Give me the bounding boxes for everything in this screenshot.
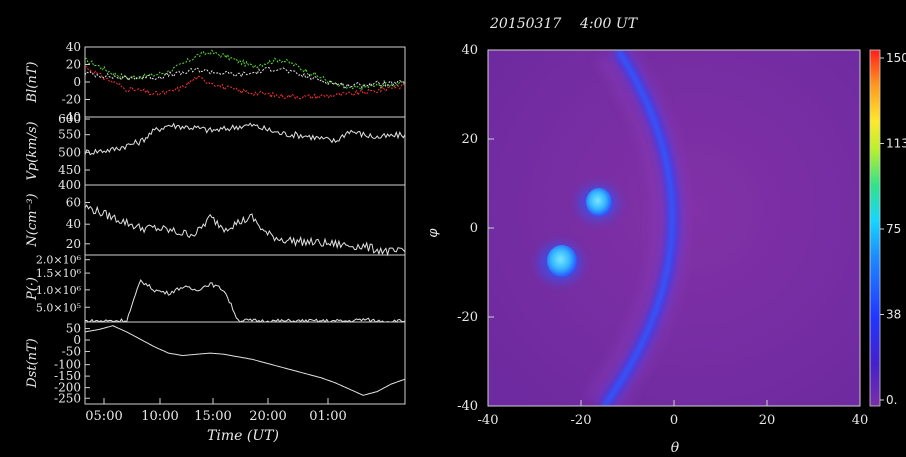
y-tick-label: -40 bbox=[62, 110, 81, 124]
series-line bbox=[84, 122, 406, 156]
map-x-tick-label: 40 bbox=[852, 413, 869, 428]
y-tick-label: 2.0×10⁶ bbox=[36, 254, 82, 267]
y-tick-label: 20 bbox=[66, 237, 81, 251]
panel-frame bbox=[84, 116, 406, 186]
y-tick-label: 1.5×10⁶ bbox=[36, 267, 82, 280]
map-x-tick-label: 20 bbox=[759, 413, 776, 428]
colorbar-tick-label: 113 bbox=[886, 137, 906, 151]
y-tick-label: -150 bbox=[54, 369, 81, 383]
map-ylabel: φ bbox=[426, 228, 441, 238]
y-tick-label: -200 bbox=[54, 381, 81, 395]
colorbar-ticks: 150 113 75 38 0. bbox=[880, 51, 906, 407]
y-tick-label: 450 bbox=[58, 163, 81, 177]
x-tick-label: 01:00 bbox=[309, 409, 346, 424]
map-plot: -40 -20 0 20 40 40 20 0 -20 -40 θ φ bbox=[426, 43, 868, 456]
map-x-tick-label: -20 bbox=[571, 413, 592, 428]
y-tick-label: 550 bbox=[58, 128, 81, 142]
y-tick-label: -20 bbox=[62, 93, 81, 107]
y-tick-label: 20 bbox=[66, 58, 81, 72]
panel-frame bbox=[84, 254, 406, 323]
y-tick-label: 40 bbox=[66, 217, 81, 231]
y-tick-label: 0 bbox=[73, 333, 81, 347]
map-xlabel: θ bbox=[671, 440, 680, 456]
date-label: 20150317 bbox=[489, 16, 561, 32]
map-x-tick-label: 0 bbox=[670, 413, 678, 428]
x-tick-label: 10:00 bbox=[141, 409, 178, 424]
colorbar-tick-label: 75 bbox=[886, 222, 901, 236]
y-tick-label: 40 bbox=[66, 40, 81, 54]
panel-ylabel: Dst(nT) bbox=[25, 338, 40, 389]
map-y-tick-label: 40 bbox=[461, 43, 478, 58]
map-ticks: -40 -20 0 20 40 40 20 0 -20 -40 bbox=[457, 43, 868, 428]
series-line bbox=[84, 278, 406, 323]
map-y-tick-label: -20 bbox=[457, 310, 478, 325]
y-tick-label: 400 bbox=[58, 178, 81, 192]
map-blob-lower bbox=[547, 245, 577, 277]
series-line bbox=[84, 325, 406, 396]
y-tick-label: 500 bbox=[58, 145, 81, 159]
colorbar-tick-label: 38 bbox=[886, 308, 901, 322]
time-label: 4:00 UT bbox=[579, 16, 639, 32]
y-tick-label: 5.0×10⁵ bbox=[36, 301, 81, 314]
map-blob-upper bbox=[586, 188, 612, 216]
y-tick-label: 600 bbox=[58, 112, 81, 126]
x-tick-label: 15:00 bbox=[194, 409, 231, 424]
y-tick-label: 0 bbox=[73, 75, 81, 89]
series-line bbox=[84, 66, 406, 89]
map-y-tick-label: 0 bbox=[470, 221, 478, 236]
series-line bbox=[84, 66, 406, 101]
panel-frame bbox=[84, 184, 406, 256]
panel-ylabel: Vp(km/s) bbox=[25, 121, 40, 180]
y-tick-label: 60 bbox=[66, 196, 81, 210]
panel-ylabel: N(cm⁻³) bbox=[25, 193, 40, 247]
panel-ylabel: Bl(nT) bbox=[25, 62, 40, 104]
colorbar-tick-label: 0. bbox=[886, 393, 897, 407]
y-tick-label: 50 bbox=[66, 322, 81, 336]
x-tick-label: 05:00 bbox=[85, 409, 122, 424]
panel-ylabel: P(·) bbox=[25, 277, 40, 301]
y-tick-label: 1.0×10⁶ bbox=[36, 284, 82, 297]
time-axis-label: Time (UT) bbox=[207, 428, 279, 444]
series-line bbox=[84, 49, 406, 91]
y-tick-label: -50 bbox=[62, 345, 81, 359]
colorbar-gradient bbox=[869, 49, 881, 407]
x-tick-label: 20:00 bbox=[249, 409, 286, 424]
map-arc bbox=[602, 50, 675, 406]
panel-frame bbox=[84, 46, 406, 118]
colorbar-tick-label: 150 bbox=[886, 51, 906, 65]
map-y-tick-label: -40 bbox=[457, 399, 478, 414]
y-tick-label: -100 bbox=[54, 358, 81, 372]
map-y-tick-label: 20 bbox=[461, 132, 478, 147]
panel-frame bbox=[84, 321, 406, 405]
series-line bbox=[84, 204, 406, 257]
colorbar: 150 113 75 38 0. bbox=[869, 49, 906, 407]
y-tick-label: -250 bbox=[54, 391, 81, 405]
time-series-panels: 40200-20-40Bl(nT)600550500450400Vp(km/s)… bbox=[25, 40, 406, 444]
map-x-tick-label: -40 bbox=[478, 413, 499, 428]
